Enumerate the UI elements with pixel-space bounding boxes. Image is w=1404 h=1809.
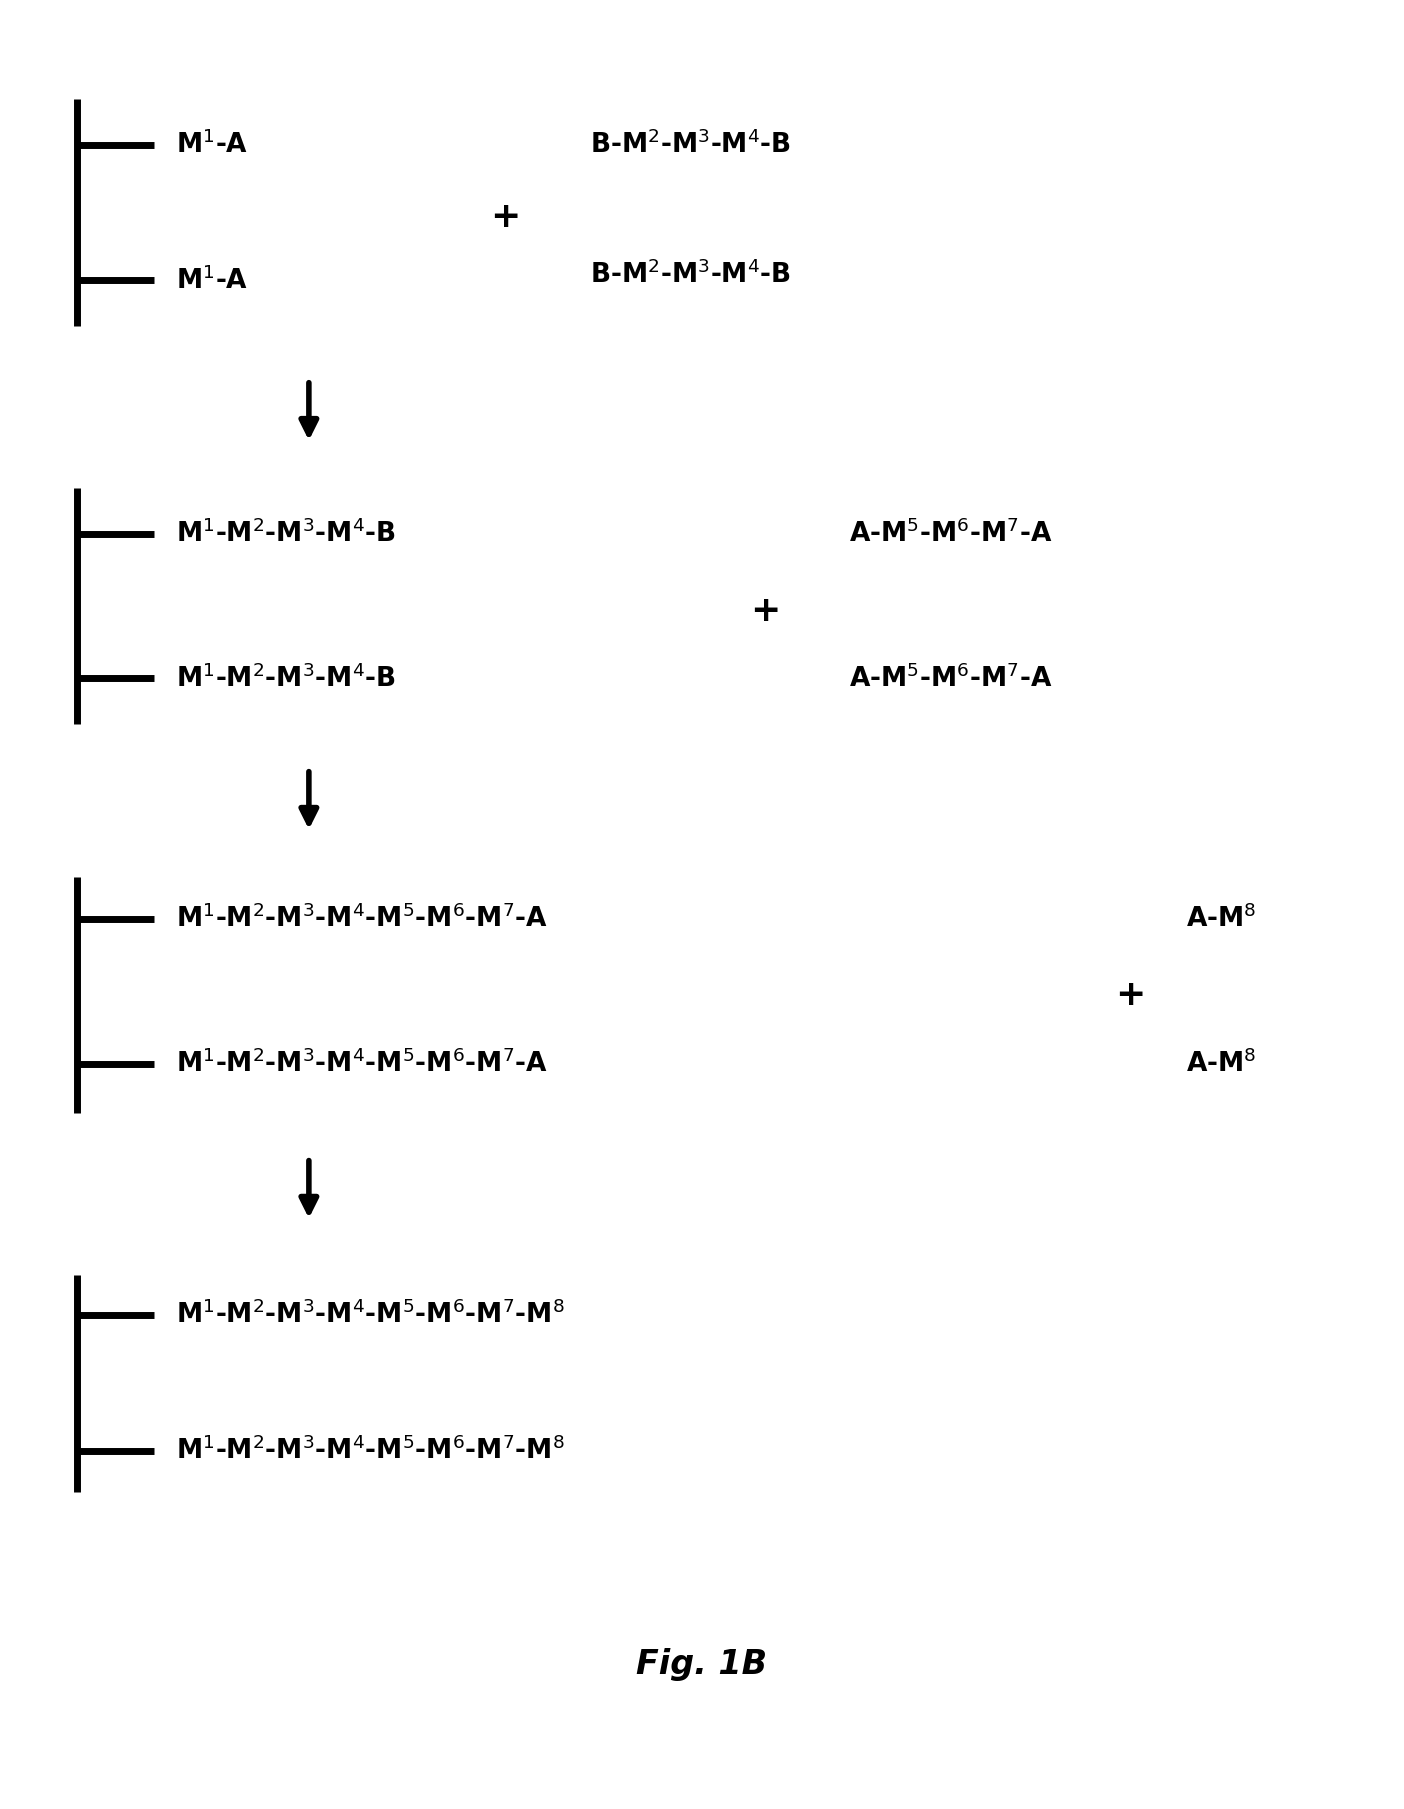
Text: B-M$^2$-M$^3$-M$^4$-B: B-M$^2$-M$^3$-M$^4$-B	[590, 130, 790, 159]
Text: M$^1$-M$^2$-M$^3$-M$^4$-M$^5$-M$^6$-M$^7$-M$^8$: M$^1$-M$^2$-M$^3$-M$^4$-M$^5$-M$^6$-M$^7…	[176, 1301, 564, 1330]
Text: A-M$^8$: A-M$^8$	[1186, 1049, 1257, 1078]
Text: M$^1$-M$^2$-M$^3$-M$^4$-M$^5$-M$^6$-M$^7$-A: M$^1$-M$^2$-M$^3$-M$^4$-M$^5$-M$^6$-M$^7…	[176, 904, 548, 933]
Text: A-M$^5$-M$^6$-M$^7$-A: A-M$^5$-M$^6$-M$^7$-A	[849, 519, 1053, 548]
Text: M$^1$-M$^2$-M$^3$-M$^4$-M$^5$-M$^6$-M$^7$-M$^8$: M$^1$-M$^2$-M$^3$-M$^4$-M$^5$-M$^6$-M$^7…	[176, 1436, 564, 1465]
Text: B-M$^2$-M$^3$-M$^4$-B: B-M$^2$-M$^3$-M$^4$-B	[590, 260, 790, 289]
Text: +: +	[490, 201, 521, 233]
Text: M$^1$-A: M$^1$-A	[176, 266, 247, 295]
Text: M$^1$-A: M$^1$-A	[176, 130, 247, 159]
Text: A-M$^8$: A-M$^8$	[1186, 904, 1257, 933]
Text: M$^1$-M$^2$-M$^3$-M$^4$-B: M$^1$-M$^2$-M$^3$-M$^4$-B	[176, 519, 396, 548]
Text: M$^1$-M$^2$-M$^3$-M$^4$-B: M$^1$-M$^2$-M$^3$-M$^4$-B	[176, 664, 396, 693]
Text: Fig. 1B: Fig. 1B	[636, 1648, 768, 1681]
Text: M$^1$-M$^2$-M$^3$-M$^4$-M$^5$-M$^6$-M$^7$-A: M$^1$-M$^2$-M$^3$-M$^4$-M$^5$-M$^6$-M$^7…	[176, 1049, 548, 1078]
Text: +: +	[1115, 979, 1146, 1011]
Text: A-M$^5$-M$^6$-M$^7$-A: A-M$^5$-M$^6$-M$^7$-A	[849, 664, 1053, 693]
Text: +: +	[750, 595, 781, 628]
